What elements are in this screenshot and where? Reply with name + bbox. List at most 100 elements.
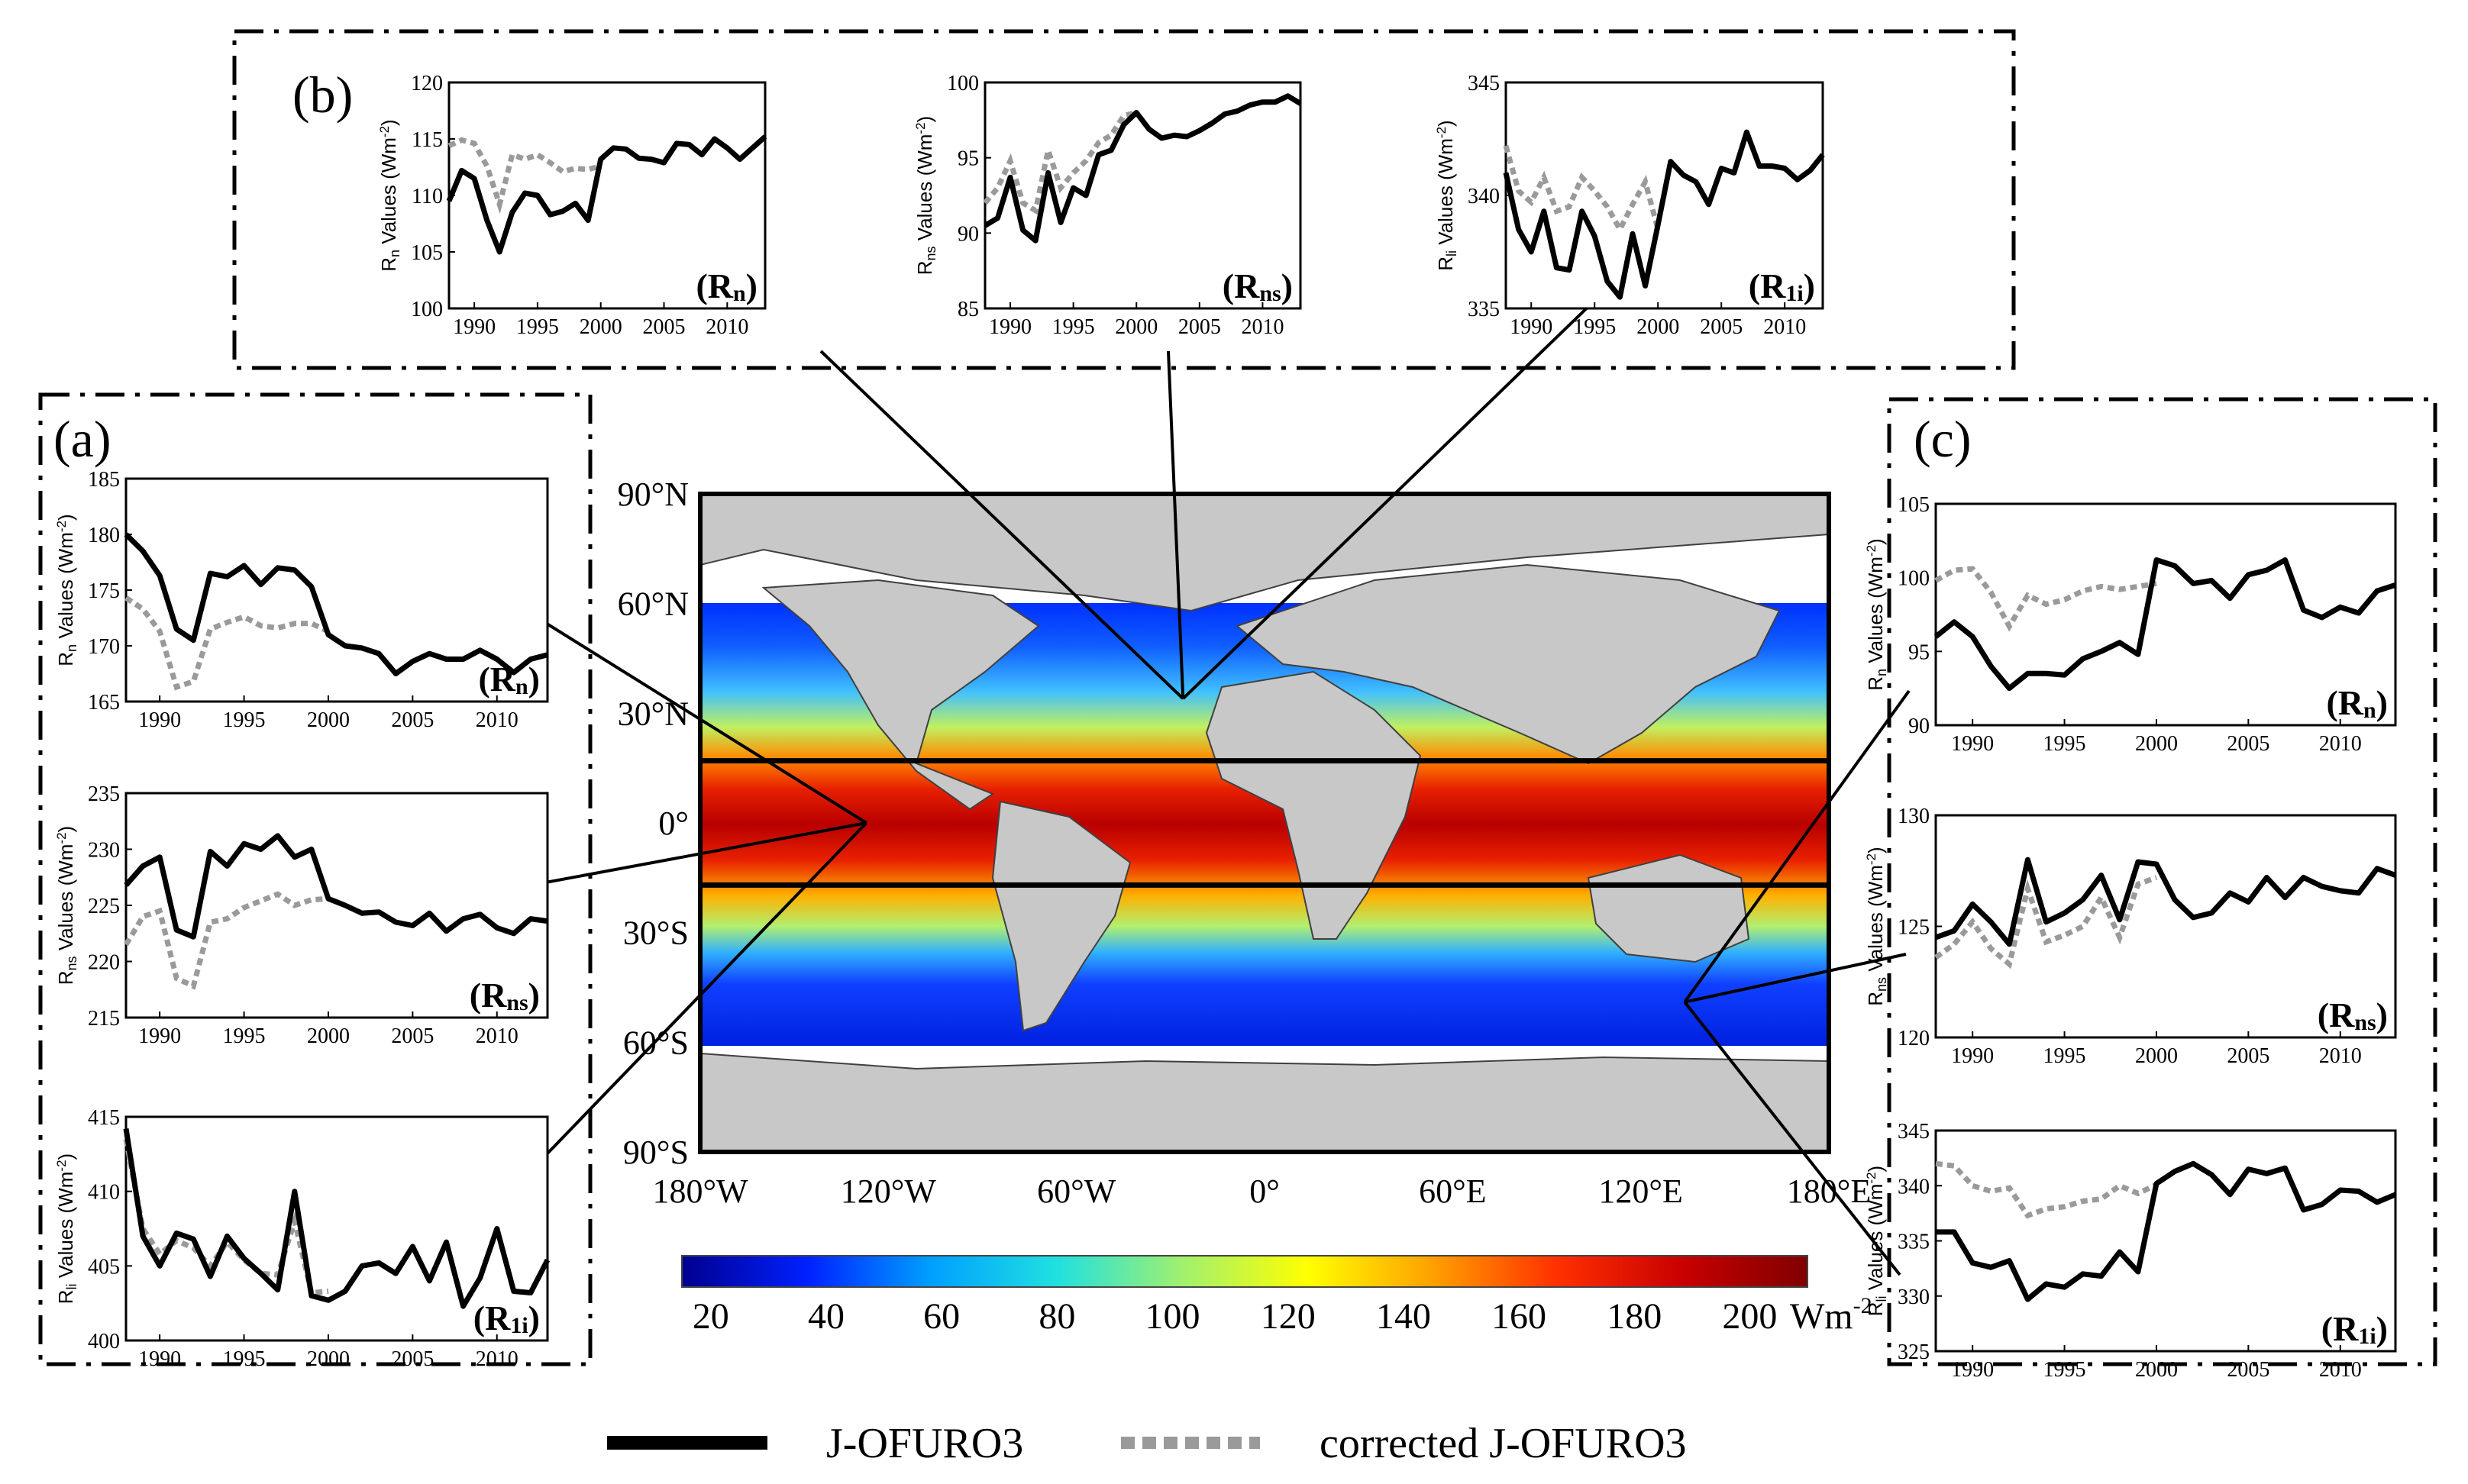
series-line-corrected xyxy=(123,1138,329,1296)
y-tick-label: 95 xyxy=(1908,640,1930,664)
series-line-corrected xyxy=(983,110,1138,215)
colorbar-ticks: 20 40 60 80 100 120 140 160 180 200 xyxy=(693,1296,1778,1337)
y-axis-label-sup: -2 xyxy=(913,122,928,134)
x-tick-label: 2000 xyxy=(1115,315,1158,339)
x-tick-label: 2005 xyxy=(391,708,434,732)
y-axis-label-end: ) xyxy=(54,1153,77,1160)
colorbar-tick-80: 80 xyxy=(1039,1296,1075,1337)
chart-panel-c-li: 325 330 335 340 345 1990 1995 2000 2005 2010 Rli V… xyxy=(1864,1120,2397,1382)
y-tick-label: 100 xyxy=(1898,567,1930,591)
x-tick-label: 2000 xyxy=(307,1024,350,1048)
series-line-j-ofuro3 xyxy=(1936,1160,2397,1302)
x-tick-label: 2010 xyxy=(2319,1044,2362,1068)
y-axis-label-tail: Values (Wm xyxy=(54,844,77,957)
y-axis-label: Rn Values (Wm-2) xyxy=(54,514,79,666)
map-lat-label: 30°S xyxy=(623,915,689,952)
y-axis-label-sub: li xyxy=(1444,250,1459,256)
x-tick-label: 2005 xyxy=(2227,1358,2269,1382)
connector-c-rn xyxy=(1683,689,1911,1003)
colorbar-unit-sup: -2 xyxy=(1853,1293,1872,1318)
y-axis-label: Rn Values (Wm-2) xyxy=(377,119,402,271)
map-lon-label: 60°E xyxy=(1419,1173,1486,1210)
y-tick-label: 345 xyxy=(1898,1120,1930,1144)
x-tick-label: 1995 xyxy=(223,708,266,732)
x-tick-label: 1995 xyxy=(1052,315,1095,339)
y-axis-label-main: R xyxy=(1864,992,1887,1006)
tag-main: (R xyxy=(1223,266,1260,305)
y-axis-label-tail: Values (Wm xyxy=(913,134,936,247)
x-tick-label: 2000 xyxy=(580,315,622,339)
y-axis-label-end: ) xyxy=(1864,847,1887,853)
x-tick-label: 2000 xyxy=(307,1347,350,1371)
panel-c-frame xyxy=(1887,397,2437,1366)
y-tick-label: 330 xyxy=(1898,1286,1930,1309)
y-axis-label-tail: Values (Wm xyxy=(54,532,77,644)
x-tick-label: 1995 xyxy=(2043,732,2086,756)
chart-variable-tag: (R1i) xyxy=(1749,266,1815,306)
tag-main: (R xyxy=(1749,266,1786,305)
x-tick-label: 1990 xyxy=(1510,315,1552,339)
x-tick-label: 1990 xyxy=(138,1024,181,1048)
y-tick-label: 120 xyxy=(1898,1027,1930,1050)
y-axis-label-tail: Values (Wm xyxy=(1864,865,1887,977)
connector-a-rli xyxy=(502,821,868,1200)
y-tick-label: 100 xyxy=(947,72,979,95)
y-tick-label: 180 xyxy=(88,524,120,547)
y-axis-label-end: ) xyxy=(1434,120,1457,127)
y-axis-label-sup: -2 xyxy=(54,832,69,844)
y-axis-label-main: R xyxy=(377,257,400,272)
y-axis-label-sub: n xyxy=(1874,669,1889,676)
chart-variable-tag: (Rn) xyxy=(478,660,540,699)
colorbar-tick-60: 60 xyxy=(923,1296,960,1337)
chart-frame xyxy=(447,81,767,310)
x-tick-label: 2010 xyxy=(476,1347,518,1371)
panel-label-c: (c) xyxy=(1914,410,1971,468)
y-axis-label-sub: li xyxy=(1874,1295,1889,1302)
chart-panel-b-li: 335 340 345 1990 1995 2000 2005 2010 Rli Values … xyxy=(1434,72,1825,339)
tag-main: (R xyxy=(2318,995,2355,1034)
connector-c-rli xyxy=(1683,1001,1901,1276)
colorbar-tick-200: 200 xyxy=(1722,1296,1777,1337)
y-axis-label-sup: -2 xyxy=(1434,127,1449,138)
y-tick-label: 335 xyxy=(1898,1231,1930,1254)
x-tick-label: 2000 xyxy=(307,708,350,732)
connector-b-rns xyxy=(1167,350,1185,699)
x-tick-label: 2000 xyxy=(1636,315,1679,339)
map-lat-label: 0° xyxy=(658,805,689,842)
series-line-corrected xyxy=(124,595,330,691)
colorbar-tick-120: 120 xyxy=(1261,1296,1316,1337)
tag-sub: n xyxy=(515,674,528,699)
series-line-j-ofuro3 xyxy=(124,833,548,940)
y-axis-label-tail: Values (Wm xyxy=(377,137,400,250)
colorbar: 20 40 60 80 100 120 140 160 180 200 Wm-2 xyxy=(681,1255,1872,1337)
x-tick-label: 2010 xyxy=(1763,315,1806,339)
y-axis-label-sup: -2 xyxy=(54,1160,69,1171)
x-tick-label: 1990 xyxy=(1951,1358,1994,1382)
map-lat-label: 30°N xyxy=(618,695,689,732)
chart-variable-tag: (Rns) xyxy=(470,976,540,1015)
y-axis-label-tail: Values (Wm xyxy=(54,1172,77,1284)
chart-panel-b-n: 100 105 110 115 120 1990 1995 2000 2005 2010 Rn Va… xyxy=(377,72,767,339)
y-axis-label-main: R xyxy=(54,1289,77,1304)
y-tick-label: 165 xyxy=(88,691,120,715)
colorbar-tick-20: 20 xyxy=(693,1296,729,1337)
colorbar-tick-40: 40 xyxy=(808,1296,845,1337)
x-tick-label: 2010 xyxy=(2319,732,2362,756)
y-axis-label-tail: Values (Wm xyxy=(1864,1184,1887,1296)
map-lon-label: 60°W xyxy=(1037,1173,1116,1210)
colorbar-unit: Wm-2 xyxy=(1790,1293,1872,1337)
chart-frame xyxy=(124,792,549,1019)
x-tick-label: 1995 xyxy=(2043,1358,2086,1382)
y-tick-label: 235 xyxy=(88,782,120,806)
y-tick-label: 415 xyxy=(88,1106,120,1130)
connector-c-rns xyxy=(1684,953,1907,1004)
y-axis-label-main: R xyxy=(1434,256,1457,271)
x-tick-label: 2005 xyxy=(1700,315,1743,339)
y-tick-label: 215 xyxy=(88,1007,120,1031)
connector-lines xyxy=(502,298,1911,1276)
x-tick-label: 1990 xyxy=(989,315,1032,339)
tag-sub: 1i xyxy=(510,1313,528,1338)
chart-panel-a-li: 400 405 410 415 1990 1995 2000 2005 2010 Rli Valu… xyxy=(54,1106,551,1371)
x-tick-label: 1990 xyxy=(1951,1044,1994,1068)
